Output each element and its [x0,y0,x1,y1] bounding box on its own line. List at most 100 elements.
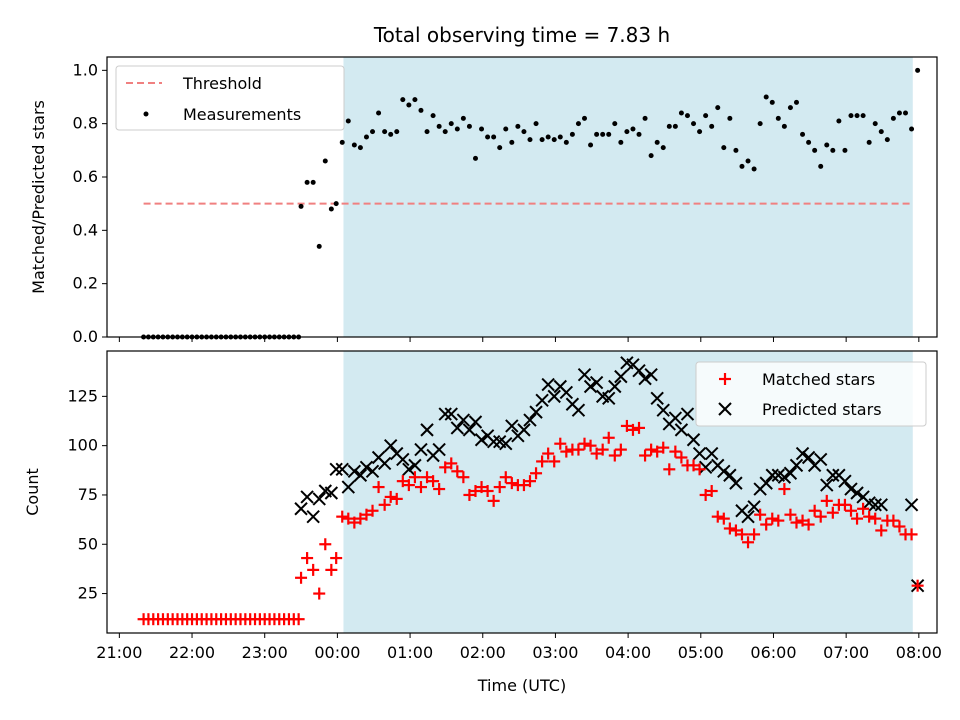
measurement-point [442,129,448,135]
matched-star-marker [530,467,543,480]
predicted-star-marker [529,405,543,419]
predicted-star-marker [396,452,410,467]
matched-star-marker [469,485,482,498]
predicted-star-marker [638,371,652,386]
predicted-star-marker-b [408,458,422,473]
predicted-star-marker-b [523,413,537,427]
measurement-point [491,134,497,140]
predicted-star-marker [306,509,320,524]
predicted-star-marker [801,450,816,465]
matched-star-marker [402,479,415,492]
matched-star-marker [372,481,385,494]
matched-star-marker [748,528,761,541]
y-tick-label: 0.8 [73,114,98,133]
matched-star-marker [548,455,561,468]
predicted-star-marker [614,369,628,384]
measurement-point [582,115,588,121]
predicted-star-marker-b [820,478,834,492]
measurement-point [406,102,412,108]
measurement-point [654,139,660,145]
measurement-point [666,123,672,129]
measurement-point [472,155,478,161]
measurement-point [515,123,521,129]
predicted-star-marker [535,393,549,408]
predicted-star-marker [414,442,428,457]
measurement-point [370,129,376,135]
predicted-star-marker [644,367,658,382]
measurement-point [775,115,781,121]
predicted-star-marker-b [638,371,652,386]
predicted-star-marker-b [306,509,320,524]
y-tick-label: 125 [67,386,98,405]
predicted-star-marker [874,498,888,512]
predicted-star-marker-b [577,367,592,382]
top-y-axis-label: Matched/Predicted stars [29,100,48,294]
measurement-point [557,134,563,140]
predicted-star-marker-b [456,413,471,427]
predicted-star-marker-b [608,379,622,394]
predicted-star-marker [723,468,737,482]
measurement-point [812,147,818,153]
predicted-star-marker-b [602,391,616,406]
x-tick-label: 04:00 [605,643,651,662]
matched-star-marker [487,494,500,507]
measurement-point [479,126,485,132]
measurement-point [697,129,703,135]
predicted-star-marker-b [499,436,513,451]
predicted-star-marker [438,407,452,421]
predicted-star-marker [632,364,646,378]
measurement-point [497,145,503,151]
measurement-point [818,163,824,169]
matched-star-marker [408,471,421,484]
predicted-star-marker-b [668,411,683,425]
legend-predicted-swatch [718,402,732,416]
measurement-point [836,118,842,124]
measurement-point [600,131,606,137]
measurement-point [860,113,866,119]
measurement-point [721,145,727,151]
x-axis-label: Time (UTC) [477,676,566,695]
x-tick-label: 21:00 [96,643,142,662]
predicted-star-marker-b [450,421,465,435]
matched-star-marker [360,508,373,521]
matched-star-marker [717,512,730,525]
predicted-star-marker [347,464,362,479]
matched-star-marker [863,510,876,523]
measurement-point [866,139,872,145]
legend-predicted-label: Predicted stars [762,400,882,419]
predicted-star-marker [499,436,513,451]
measurement-point [533,121,539,127]
measurement-point [636,131,642,137]
matched-star-marker [427,475,440,488]
measurement-point [606,131,612,137]
matched-star-marker [301,552,314,565]
predicted-star-marker-b [347,464,362,479]
predicted-star-marker [602,391,616,406]
matched-star-marker [414,481,427,494]
y-tick-label: 0.6 [73,167,98,186]
predicted-star-marker [577,367,592,382]
predicted-star-marker-b [396,452,410,467]
measurement-point [678,110,684,116]
matched-star-marker [754,508,767,521]
measurement-point [800,131,806,137]
matched-star-marker [742,536,755,549]
measurement-point [310,179,316,185]
measurement-point [412,97,418,103]
predicted-star-marker-b [868,498,882,512]
matched-star-marker [633,421,646,434]
measurement-point [430,113,436,119]
matched-star-marker [439,461,452,474]
matched-star-marker [760,518,773,531]
matched-star-marker [560,445,573,458]
measurement-point [424,129,430,135]
measurement-point [848,113,854,119]
predicted-star-marker [300,490,314,504]
predicted-star-marker [353,468,368,482]
measurement-point [509,139,515,145]
predicted-star-marker [523,413,537,427]
top-legend-box [115,65,345,131]
matched-star-marker [723,522,736,535]
matched-star-marker [608,449,621,462]
predicted-star-marker-b [493,435,507,449]
